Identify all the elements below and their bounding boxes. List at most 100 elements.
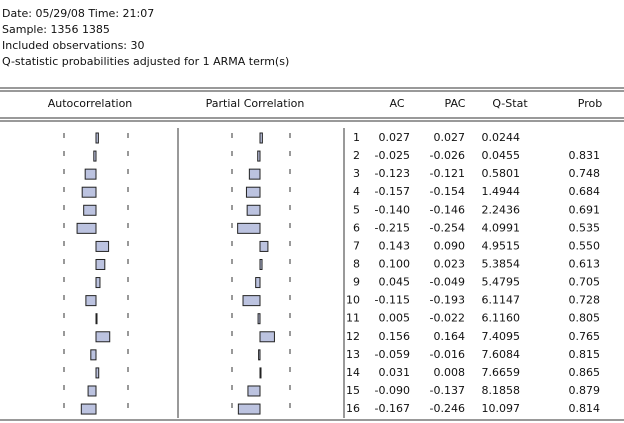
ac-cell: -0.090 — [375, 384, 410, 397]
pac-bar — [255, 277, 261, 289]
lag-cell: 10 — [346, 294, 360, 307]
pac-cell: 0.090 — [434, 239, 466, 252]
pac-cell: -0.146 — [430, 203, 465, 216]
pac-cell: 0.027 — [434, 131, 466, 144]
ac-cell: -0.115 — [375, 294, 410, 307]
q-cell: 0.0244 — [482, 131, 521, 144]
lag-cell: 11 — [346, 312, 360, 325]
ac-cell: -0.025 — [375, 149, 410, 162]
prob-cell: 0.879 — [569, 384, 601, 397]
ac-bar — [81, 186, 97, 198]
prob-cell: 0.705 — [569, 276, 601, 289]
column-header: Q-Stat — [492, 97, 528, 110]
q-cell: 6.1160 — [482, 312, 521, 325]
q-cell: 6.1147 — [482, 294, 521, 307]
q-cell: 7.6659 — [482, 366, 521, 379]
ac-cell: -0.157 — [375, 185, 410, 198]
header-line: Q-statistic probabilities adjusted for 1… — [2, 55, 289, 68]
q-cell: 5.4795 — [482, 276, 521, 289]
prob-cell: 0.550 — [569, 239, 601, 252]
q-cell: 7.4095 — [482, 330, 521, 343]
pac-cell: -0.137 — [430, 384, 465, 397]
ac-cell: 0.100 — [379, 257, 411, 270]
ac-cell: -0.167 — [375, 402, 410, 415]
lag-cell: 3 — [353, 167, 360, 180]
pac-bar — [259, 258, 263, 270]
ac-cell: 0.143 — [379, 239, 411, 252]
ac-bar — [80, 403, 97, 415]
ac-bar — [95, 240, 110, 252]
ac-cell: -0.215 — [375, 221, 410, 234]
q-cell: 5.3854 — [482, 257, 521, 270]
prob-cell: 0.765 — [569, 330, 601, 343]
ac-bar — [90, 349, 97, 361]
q-cell: 7.6084 — [482, 348, 521, 361]
pac-cell: -0.022 — [430, 312, 465, 325]
pac-bar — [245, 186, 261, 198]
header-line: Date: 05/29/08 Time: 21:07 — [2, 7, 154, 20]
ac-bar — [83, 204, 97, 216]
prob-cell: 0.535 — [569, 221, 601, 234]
prob-cell: 0.805 — [569, 312, 601, 325]
ac-bar — [95, 313, 98, 325]
pac-bar — [258, 349, 261, 361]
ac-bar — [76, 222, 97, 234]
q-cell: 0.0455 — [482, 149, 521, 162]
ac-cell: 0.031 — [379, 366, 411, 379]
lag-cell: 15 — [346, 384, 360, 397]
pac-cell: 0.164 — [434, 330, 466, 343]
pac-cell: -0.154 — [430, 185, 465, 198]
ac-cell: 0.005 — [379, 312, 411, 325]
column-header: AC — [389, 97, 404, 110]
pac-bar — [248, 168, 261, 180]
lag-cell: 4 — [353, 185, 360, 198]
pac-bar — [257, 150, 261, 162]
header-line: Sample: 1356 1385 — [2, 23, 110, 36]
pac-bar — [257, 313, 261, 325]
pac-cell: 0.008 — [434, 366, 466, 379]
pac-bar — [259, 240, 269, 252]
q-cell: 0.5801 — [482, 167, 521, 180]
q-cell: 4.9515 — [482, 239, 521, 252]
pac-cell: -0.026 — [430, 149, 465, 162]
column-header: Prob — [578, 97, 602, 110]
lag-cell: 14 — [346, 366, 360, 379]
ac-bar — [84, 168, 97, 180]
ac-cell: -0.123 — [375, 167, 410, 180]
ac-cell: 0.045 — [379, 276, 411, 289]
pac-cell: -0.254 — [430, 221, 465, 234]
ac-bar — [95, 331, 111, 343]
pac-bar — [242, 295, 261, 307]
lag-cell: 8 — [353, 257, 360, 270]
pac-bar — [259, 331, 275, 343]
ac-cell: 0.027 — [379, 131, 411, 144]
ac-cell: 0.156 — [379, 330, 411, 343]
ac-bar — [85, 295, 97, 307]
q-cell: 1.4944 — [482, 185, 521, 198]
prob-cell: 0.691 — [569, 203, 601, 216]
ac-bar — [87, 385, 97, 397]
pac-cell: -0.016 — [430, 348, 465, 361]
prob-cell: 0.728 — [569, 294, 601, 307]
lag-cell: 12 — [346, 330, 360, 343]
ac-bar — [95, 258, 106, 270]
prob-cell: 0.814 — [569, 402, 601, 415]
prob-cell: 0.865 — [569, 366, 601, 379]
q-cell: 4.0991 — [482, 221, 521, 234]
ac-cell: -0.140 — [375, 203, 410, 216]
pac-bar — [259, 367, 262, 379]
ac-bar — [95, 132, 99, 144]
prob-cell: 0.815 — [569, 348, 601, 361]
q-cell: 2.2436 — [482, 203, 521, 216]
q-cell: 10.097 — [482, 402, 521, 415]
lag-cell: 7 — [353, 239, 360, 252]
lag-cell: 9 — [353, 276, 360, 289]
lag-cell: 5 — [353, 203, 360, 216]
lag-cell: 16 — [346, 402, 360, 415]
ac-bar — [93, 150, 97, 162]
lag-cell: 1 — [353, 131, 360, 144]
column-header: PAC — [445, 97, 466, 110]
ac-bar — [95, 367, 100, 379]
